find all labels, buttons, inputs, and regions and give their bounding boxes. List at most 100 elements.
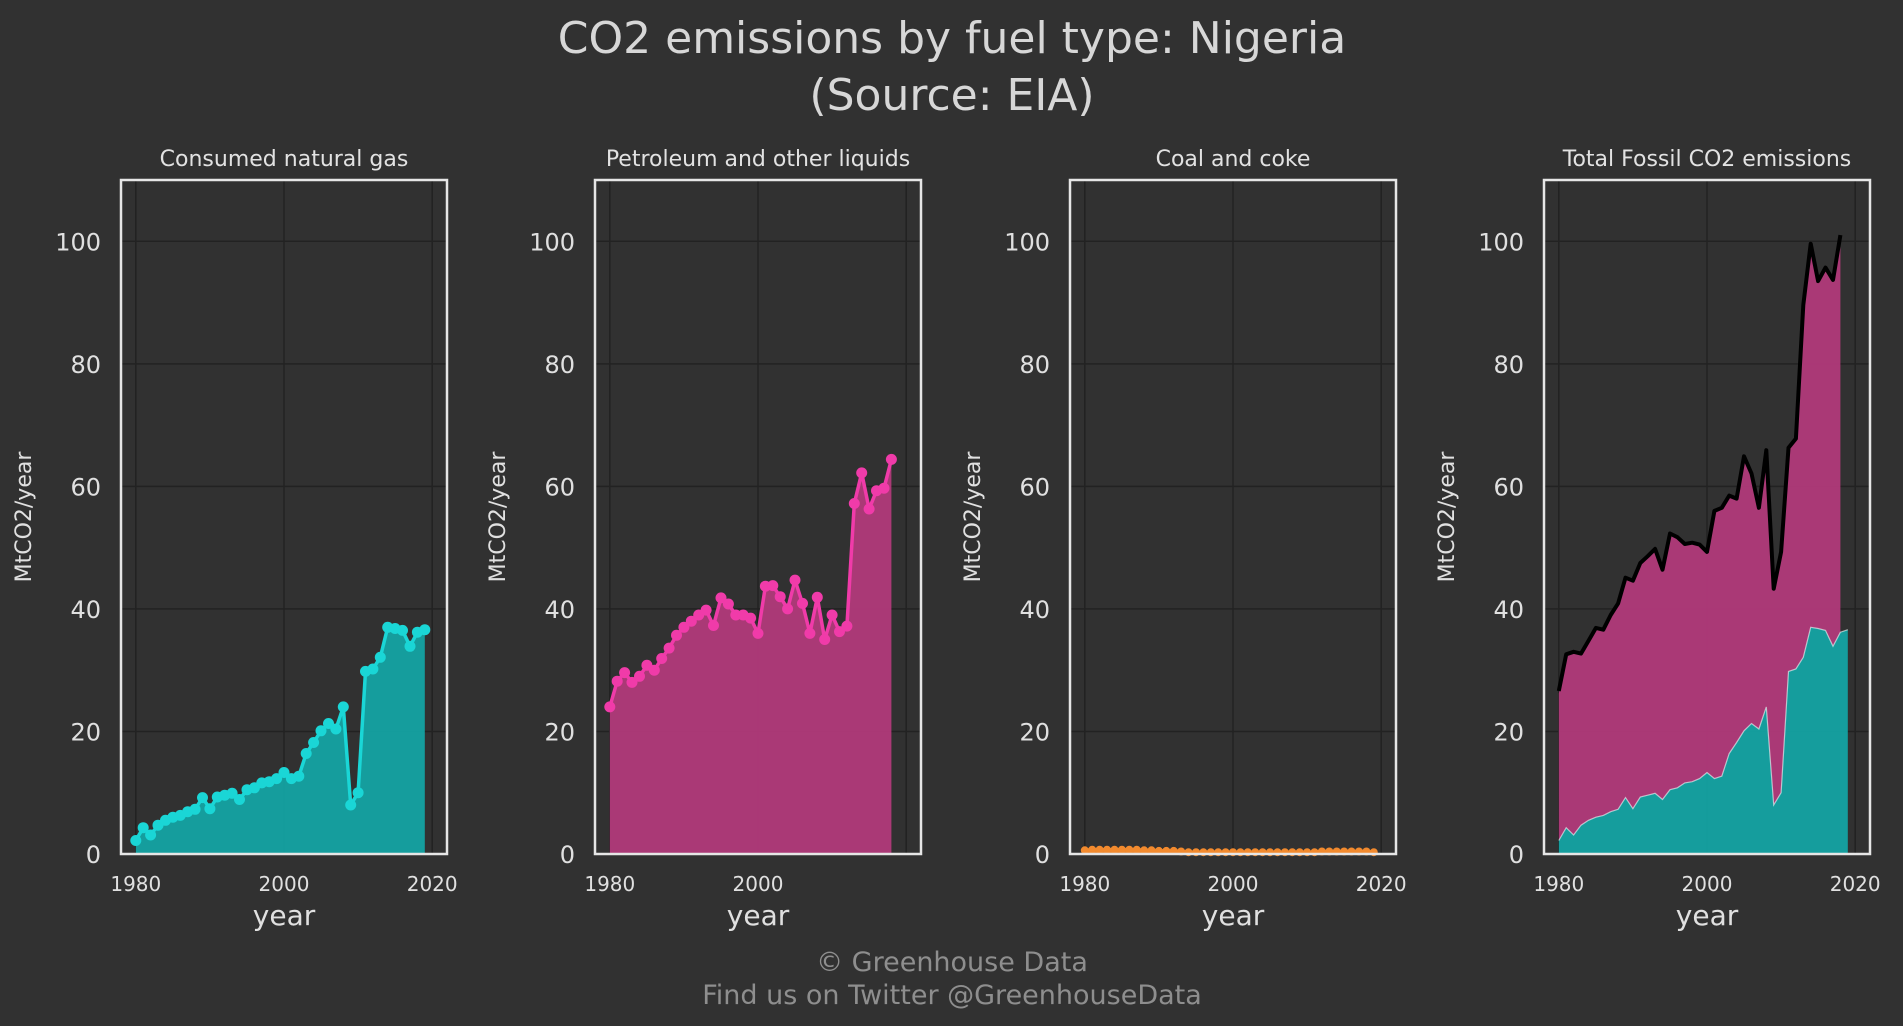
data-point xyxy=(752,627,764,639)
y-tick-label: 60 xyxy=(70,473,101,501)
data-point xyxy=(397,624,408,636)
chart-title-source: (Source: EIA) xyxy=(809,70,1094,121)
data-point xyxy=(745,612,757,624)
y-axis-label: MtCO2/year xyxy=(961,451,986,583)
panel-title: Petroleum and other liquids xyxy=(606,147,910,172)
data-point xyxy=(797,597,808,609)
data-point xyxy=(271,773,283,785)
y-tick-label: 60 xyxy=(1019,473,1050,501)
data-point xyxy=(374,651,386,663)
data-point xyxy=(404,640,416,652)
y-tick-label: 80 xyxy=(1019,351,1050,379)
x-tick-label: 2000 xyxy=(259,872,310,896)
data-point xyxy=(197,792,208,804)
y-tick-label: 80 xyxy=(70,351,101,379)
y-tick-label: 0 xyxy=(560,841,575,869)
data-point xyxy=(715,592,727,604)
data-point xyxy=(663,642,675,654)
x-tick-label: 2020 xyxy=(1356,872,1407,896)
footer-copyright: © Greenhouse Data xyxy=(816,947,1088,978)
data-point xyxy=(863,503,875,515)
panel-title: Consumed natural gas xyxy=(160,147,409,172)
data-point xyxy=(774,591,786,603)
y-tick-label: 20 xyxy=(1019,718,1050,746)
x-axis-label: year xyxy=(1202,899,1265,932)
y-tick-label: 20 xyxy=(70,718,101,746)
data-point xyxy=(804,627,816,639)
data-point xyxy=(678,621,690,633)
x-tick-label: 2020 xyxy=(1830,872,1881,896)
data-point xyxy=(1110,845,1119,854)
series-area xyxy=(609,459,892,854)
y-tick-label: 60 xyxy=(1493,473,1524,501)
y-tick-label: 60 xyxy=(544,473,575,501)
y-tick-label: 0 xyxy=(1509,841,1524,869)
y-tick-label: 100 xyxy=(529,228,575,256)
panel-2: Petroleum and other liquids 0 20 40 60 80 100 1… xyxy=(486,147,923,932)
plot-frame xyxy=(593,178,923,856)
data-point xyxy=(330,723,342,735)
plot-frame xyxy=(119,178,449,856)
x-axis-label: year xyxy=(253,899,316,932)
data-point xyxy=(1080,846,1089,855)
y-tick-label: 0 xyxy=(1035,841,1050,869)
data-point xyxy=(856,467,868,479)
panel-1: Consumed natural gas 0 20 40 60 80 100 1980 2000… xyxy=(12,147,458,932)
data-point xyxy=(1125,845,1134,854)
panel-4: Total Fossil CO2 emissions 0 20 40 60 80 100 19… xyxy=(1435,147,1881,932)
data-point xyxy=(1095,845,1104,854)
data-point xyxy=(819,634,831,645)
data-point xyxy=(278,767,290,778)
x-tick-label: 2020 xyxy=(407,872,458,896)
data-point xyxy=(782,603,794,615)
y-axis-label: MtCO2/year xyxy=(1435,451,1460,583)
x-tick-label: 2000 xyxy=(1208,872,1259,896)
y-tick-label: 40 xyxy=(1493,596,1524,624)
data-point xyxy=(685,615,697,627)
y-tick-label: 40 xyxy=(70,596,101,624)
x-tick-label: 1980 xyxy=(1533,872,1584,896)
x-tick-label: 1980 xyxy=(1059,872,1110,896)
x-axis-label: year xyxy=(1676,899,1739,932)
data-point xyxy=(1117,845,1126,854)
data-point xyxy=(337,701,349,713)
y-tick-label: 20 xyxy=(1493,718,1524,746)
data-point xyxy=(841,620,853,632)
data-point xyxy=(1132,845,1141,854)
data-point xyxy=(226,787,238,799)
data-point xyxy=(789,574,801,586)
data-point xyxy=(648,664,660,676)
y-tick-label: 0 xyxy=(86,841,101,869)
data-point xyxy=(722,598,734,610)
data-point xyxy=(611,675,623,687)
data-point xyxy=(848,498,860,509)
data-point xyxy=(204,803,216,815)
data-point xyxy=(293,770,305,782)
y-tick-label: 40 xyxy=(544,596,575,624)
data-point xyxy=(767,580,779,592)
data-point xyxy=(826,609,838,621)
x-tick-label: 2000 xyxy=(1682,872,1733,896)
data-point xyxy=(671,629,682,641)
stack-line-gas xyxy=(1558,626,1848,841)
data-point xyxy=(878,482,890,494)
data-point xyxy=(145,829,157,841)
data-point xyxy=(626,676,638,688)
footer-twitter: Find us on Twitter @GreenhouseData xyxy=(702,980,1202,1011)
data-point xyxy=(1140,846,1149,855)
series-area xyxy=(135,627,425,854)
data-point xyxy=(634,670,645,682)
data-point xyxy=(189,803,201,815)
y-tick-label: 100 xyxy=(1004,228,1050,256)
panel-title: Total Fossil CO2 emissions xyxy=(1562,147,1852,172)
data-point xyxy=(352,787,364,799)
data-point xyxy=(604,701,616,713)
y-tick-label: 20 xyxy=(544,718,575,746)
data-point xyxy=(1103,845,1111,854)
y-tick-label: 80 xyxy=(1493,351,1524,379)
data-point xyxy=(708,620,719,631)
data-point xyxy=(308,737,320,748)
total-line xyxy=(1556,234,1843,692)
